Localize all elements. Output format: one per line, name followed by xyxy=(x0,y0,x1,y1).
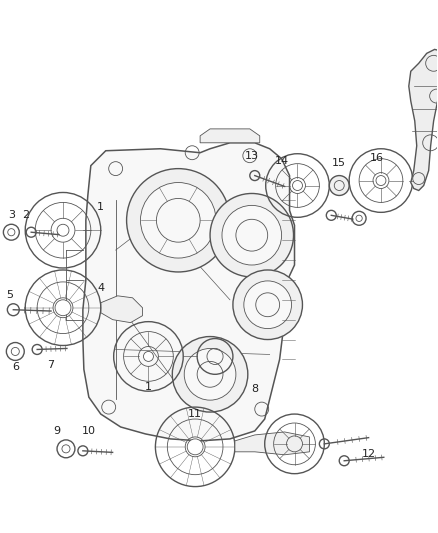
Circle shape xyxy=(57,224,69,236)
Circle shape xyxy=(329,175,349,196)
Text: 8: 8 xyxy=(251,384,258,394)
Text: 5: 5 xyxy=(6,290,13,300)
Circle shape xyxy=(376,175,386,185)
Text: 1: 1 xyxy=(145,382,152,392)
Text: 7: 7 xyxy=(47,360,55,370)
Circle shape xyxy=(210,193,293,277)
Polygon shape xyxy=(235,432,309,455)
Text: 10: 10 xyxy=(82,426,96,436)
Circle shape xyxy=(222,205,282,265)
Circle shape xyxy=(144,351,153,361)
Circle shape xyxy=(172,336,248,412)
Circle shape xyxy=(244,281,292,329)
Text: 16: 16 xyxy=(370,152,384,163)
Text: 11: 11 xyxy=(188,409,202,419)
Circle shape xyxy=(233,270,303,340)
Text: 15: 15 xyxy=(332,158,346,168)
Text: 2: 2 xyxy=(21,211,29,220)
Circle shape xyxy=(293,181,303,190)
Circle shape xyxy=(127,168,230,272)
Polygon shape xyxy=(101,296,142,322)
Text: 9: 9 xyxy=(53,426,60,436)
Text: 4: 4 xyxy=(97,283,104,293)
Text: 6: 6 xyxy=(12,362,19,373)
Polygon shape xyxy=(200,129,260,143)
Text: 12: 12 xyxy=(362,449,376,459)
Polygon shape xyxy=(83,143,294,441)
Polygon shape xyxy=(409,50,438,190)
Text: 1: 1 xyxy=(97,203,104,212)
Circle shape xyxy=(184,349,236,400)
Text: 14: 14 xyxy=(275,156,289,166)
Circle shape xyxy=(141,182,216,258)
Text: 3: 3 xyxy=(8,211,15,220)
Text: 13: 13 xyxy=(245,151,259,161)
Circle shape xyxy=(55,300,71,316)
Circle shape xyxy=(187,439,203,455)
